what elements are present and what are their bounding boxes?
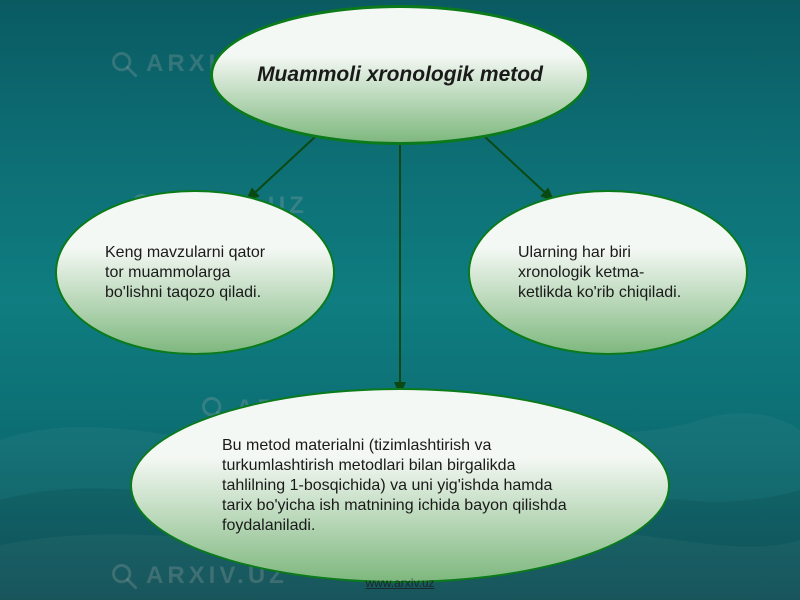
footer-link[interactable]: www.arxiv.uz (365, 576, 434, 590)
node-top-text: Muammoli xronologik metod (253, 63, 547, 87)
node-left: Keng mavzularni qator tor muammolarga bo… (55, 190, 335, 355)
arrow-top-right (484, 136, 553, 200)
arrow-top-left (247, 136, 316, 200)
footer-text: www.arxiv.uz (365, 576, 434, 590)
node-bottom: Bu metod materialni (tizimlashtirish va … (130, 388, 670, 583)
node-right-text: Ularning har biri xronologik ketma-ketli… (518, 243, 698, 303)
node-bottom-text: Bu metod materialni (tizimlashtirish va … (222, 436, 578, 536)
node-left-text: Keng mavzularni qator tor muammolarga bo… (105, 243, 285, 303)
node-right: Ularning har biri xronologik ketma-ketli… (468, 190, 748, 355)
node-top: Muammoli xronologik metod (210, 5, 590, 145)
